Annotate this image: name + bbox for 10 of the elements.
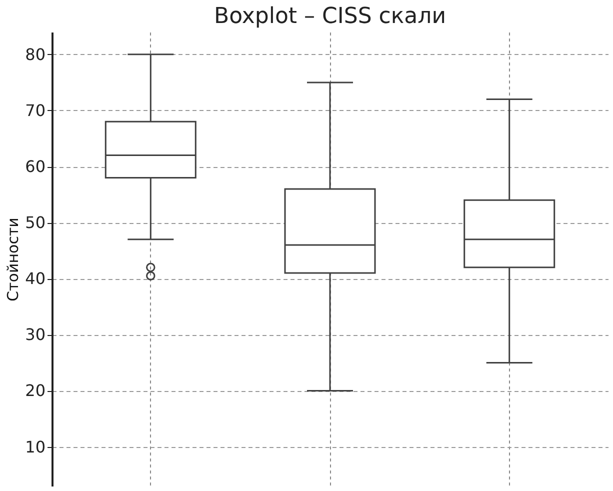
y-tick-label: 70: [25, 100, 46, 120]
y-axis-title: Стойности: [4, 218, 22, 302]
y-tick-label: 50: [25, 213, 46, 232]
y-tick-label: 80: [25, 44, 46, 64]
y-tick-label: 60: [25, 157, 46, 176]
y-tick-label: 20: [25, 381, 46, 400]
y-tick-label: 40: [25, 269, 46, 288]
y-tick-label: 10: [25, 437, 46, 456]
y-tick-label: 30: [25, 325, 46, 344]
chart-title: Boxplot – CISS скали: [214, 4, 446, 29]
